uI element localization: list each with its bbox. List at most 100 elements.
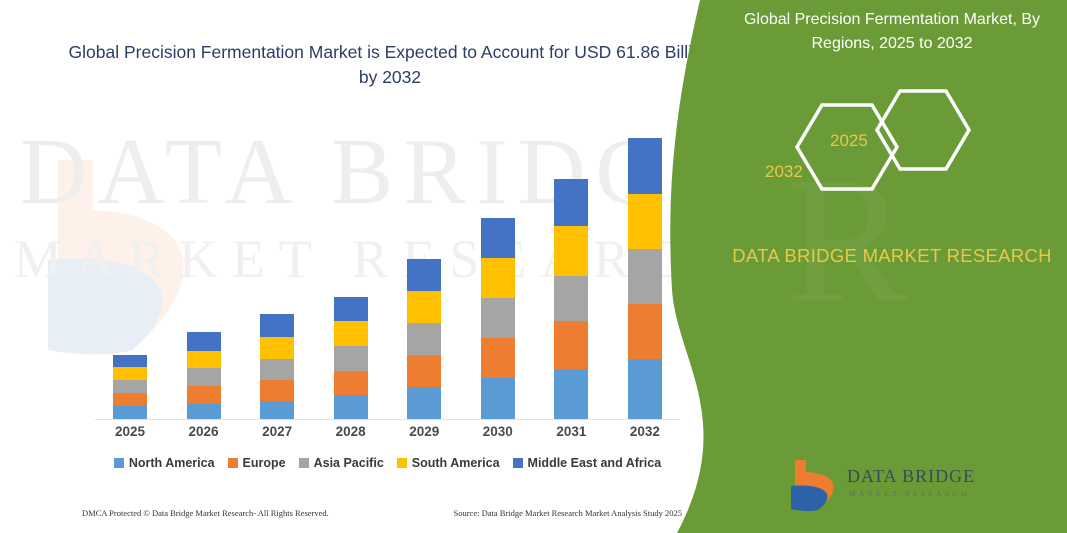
bar-column <box>316 120 386 419</box>
bar-segment <box>113 355 147 367</box>
legend-swatch-icon <box>512 458 523 468</box>
svg-text:R: R <box>787 140 907 339</box>
bar-group <box>95 120 680 419</box>
bar-segment <box>333 395 368 419</box>
brand-name: DATA BRIDGE MARKET RESEARCH <box>732 245 1052 266</box>
bar-segment <box>113 393 147 406</box>
bar-segment <box>554 179 589 226</box>
bar-segment <box>186 386 221 404</box>
legend-item[interactable]: Europe <box>227 456 286 470</box>
stacked-bar <box>554 179 589 419</box>
hexagon-icon <box>794 89 972 191</box>
bar-segment <box>554 321 589 369</box>
legend-swatch-icon <box>396 458 407 468</box>
bar-segment <box>113 406 147 419</box>
bar-segment <box>554 276 589 321</box>
bar-segment <box>260 401 295 419</box>
stacked-bar <box>260 314 295 419</box>
legend-item[interactable]: South America <box>396 456 500 470</box>
legend-label: Middle East and Africa <box>527 456 662 470</box>
hexagon-label-end: 2032 <box>765 162 803 181</box>
bar-segment <box>260 359 295 380</box>
bar-column <box>169 120 239 419</box>
bar-segment <box>627 249 662 304</box>
logo-subtitle: MARKET RESEARCH <box>849 489 970 498</box>
bar-segment <box>480 258 515 298</box>
bar-segment <box>407 387 442 419</box>
logo-watermark-icon <box>48 160 184 355</box>
legend-swatch-icon <box>113 458 124 468</box>
panel-title: Global Precision Fermentation Market, By… <box>743 11 1041 52</box>
bar-column <box>610 120 680 419</box>
x-axis-label: 2031 <box>556 424 587 439</box>
hexagon-group <box>767 85 1057 210</box>
data-bridge-logo-icon <box>791 460 834 512</box>
x-axis-label: 2028 <box>335 424 366 439</box>
hexagon-label-start: 2025 <box>830 131 868 150</box>
chart-pane: DATA BRIDGE MARKET RESEARCH Global Preci… <box>14 42 741 518</box>
bar-segment <box>333 321 368 346</box>
bar-segment <box>627 304 662 359</box>
x-axis-label: 2026 <box>188 424 219 439</box>
x-axis-label: 2027 <box>262 424 293 439</box>
watermark-line-1: DATA BRIDGE <box>19 120 741 224</box>
stacked-bar <box>627 138 662 419</box>
x-axis-labels: 2025 2026 2027 2028 2029 2030 2031 2032 <box>95 424 680 439</box>
legend-item[interactable]: North America <box>113 456 215 470</box>
legend-item[interactable]: Asia Pacific <box>298 456 384 470</box>
bar-segment <box>260 337 295 359</box>
stacked-bar <box>186 332 221 419</box>
x-axis-label: 2029 <box>409 424 440 439</box>
legend-item[interactable]: Middle East and Africa <box>512 456 662 470</box>
brand-logo: DATA BRIDGE MARKET RESEARCH <box>789 458 1004 514</box>
bar-segment <box>627 138 662 194</box>
logo-title: DATA BRIDGE <box>847 466 976 486</box>
bar-segment <box>407 291 442 323</box>
bar-segment <box>480 218 515 258</box>
bar-segment <box>333 346 368 371</box>
legend-label: Asia Pacific <box>313 456 384 470</box>
bar-segment <box>260 314 295 337</box>
bar-segment <box>554 369 589 419</box>
bar-segment <box>480 378 515 419</box>
chart-legend: North America Europe Asia Pacific South Ame… <box>95 456 680 470</box>
bar-segment <box>627 194 662 249</box>
legend-label: Europe <box>242 456 286 470</box>
bar-segment <box>113 380 147 393</box>
bar-column <box>463 120 533 419</box>
bar-segment <box>407 323 442 355</box>
legend-swatch-icon <box>227 458 238 468</box>
x-axis-line <box>95 419 680 420</box>
bar-segment <box>186 351 221 368</box>
x-axis-label: 2030 <box>482 424 513 439</box>
bar-segment <box>186 332 221 351</box>
bar-segment <box>333 371 368 395</box>
bar-segment <box>186 404 221 419</box>
x-axis-label: 2032 <box>629 424 660 439</box>
stacked-bar <box>480 218 515 419</box>
bar-segment <box>554 226 589 276</box>
bar-segment <box>407 259 442 291</box>
legend-label: North America <box>128 456 215 470</box>
bar-column <box>95 120 165 419</box>
bar-segment <box>333 297 368 321</box>
bar-segment <box>627 359 662 419</box>
bar-column <box>242 120 312 419</box>
stacked-bar-chart <box>95 120 680 420</box>
chart-title: Global Precision Fermentation Market is … <box>68 42 712 87</box>
legend-label: South America <box>411 456 500 470</box>
bar-segment <box>113 367 147 380</box>
bar-segment <box>480 338 515 378</box>
footer: DMCA Protected © Data Bridge Market Rese… <box>82 508 682 518</box>
bar-segment <box>480 298 515 338</box>
green-panel: R Global Precision Fermentation Market, … <box>667 0 1067 533</box>
x-axis-label: 2025 <box>114 424 146 439</box>
footer-source: Source: Data Bridge Market Research Mark… <box>453 508 682 518</box>
bar-segment <box>260 380 295 401</box>
bar-column <box>389 120 459 419</box>
bar-segment <box>407 355 442 387</box>
stacked-bar <box>333 297 368 419</box>
bar-segment <box>186 368 221 386</box>
legend-swatch-icon <box>298 458 309 468</box>
